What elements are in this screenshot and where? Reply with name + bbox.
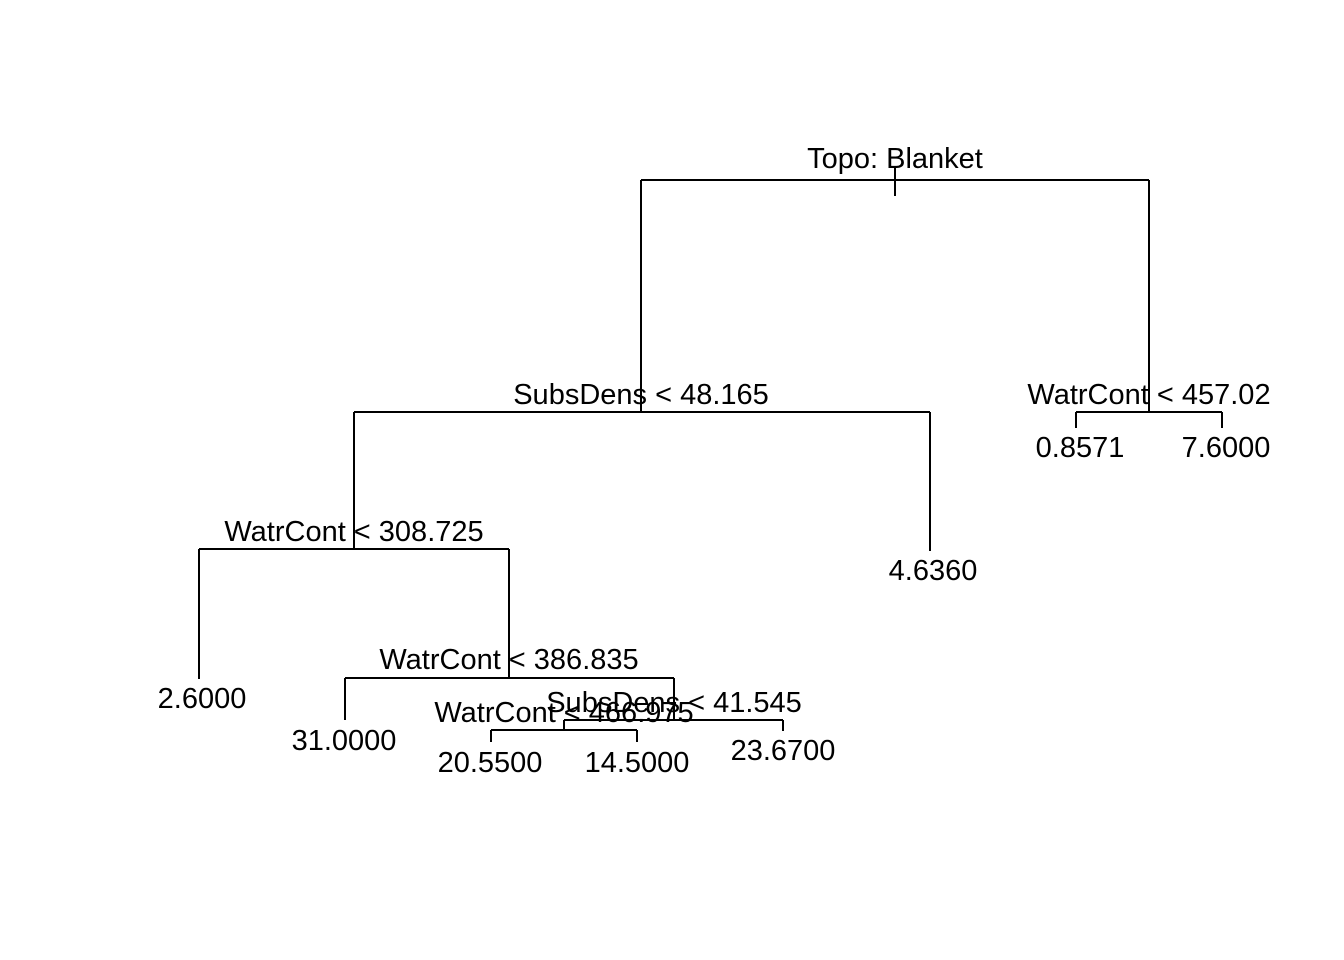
leaf-value: 0.8571 bbox=[1036, 432, 1125, 464]
node-watrcont-308: WatrCont < 308.725 bbox=[198, 516, 510, 679]
split-label: Topo: Blanket bbox=[807, 143, 983, 175]
leaf-value: 4.6360 bbox=[889, 555, 978, 587]
leaf-value: 20.5500 bbox=[438, 747, 543, 779]
split-label: WatrCont < 386.835 bbox=[379, 644, 638, 676]
leaf-value: 14.5000 bbox=[585, 747, 690, 779]
split-label: WatrCont < 466.975 bbox=[434, 697, 693, 729]
leaf-value: 23.6700 bbox=[731, 735, 836, 767]
node-topo-blanket: Topo: Blanket bbox=[640, 143, 1150, 412]
leaf-value: 2.6000 bbox=[158, 683, 247, 715]
leaf-value: 7.6000 bbox=[1182, 432, 1271, 464]
leaf-value: 31.0000 bbox=[292, 725, 397, 757]
node-subsdens-41: SubsDens < 41.545 bbox=[546, 687, 802, 731]
split-label: WatrCont < 457.02 bbox=[1027, 379, 1270, 411]
node-watrcont-457: WatrCont < 457.02 bbox=[1027, 379, 1271, 428]
node-subsdens-48: SubsDens < 48.165 bbox=[353, 379, 931, 551]
node-watrcont-386: WatrCont < 386.835 bbox=[344, 644, 675, 720]
split-label: SubsDens < 41.545 bbox=[546, 687, 802, 719]
node-watrcont-466: WatrCont < 466.975 bbox=[434, 697, 694, 742]
split-label: WatrCont < 308.725 bbox=[224, 516, 483, 548]
split-label: SubsDens < 48.165 bbox=[513, 379, 769, 411]
